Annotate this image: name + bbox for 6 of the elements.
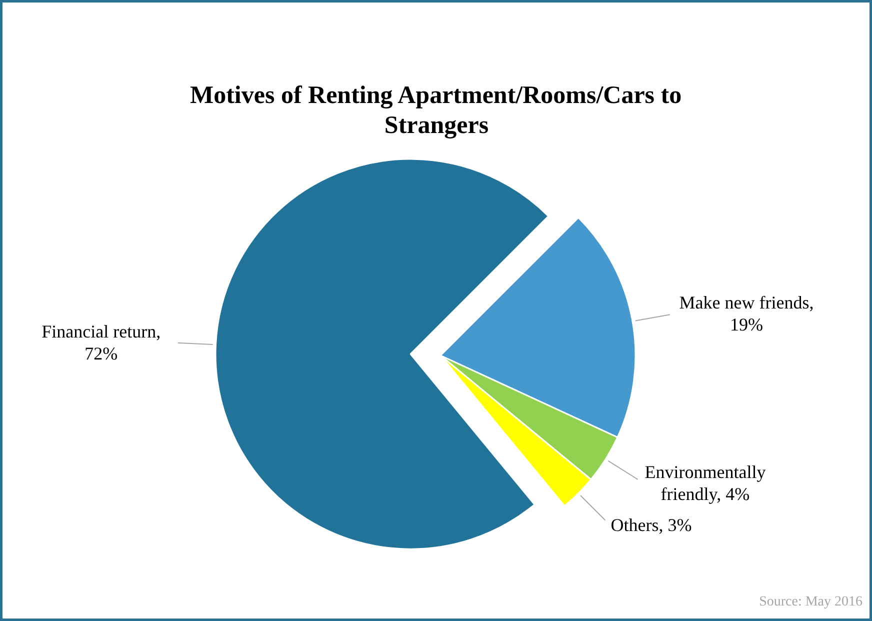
slice-label: Environmentally friendly, 4% xyxy=(644,462,766,504)
slice-label: Others, 3% xyxy=(610,515,692,536)
source-note: Source: May 2016 xyxy=(759,594,863,610)
slice-label: Financial return, 72% xyxy=(42,322,161,364)
chart-title: Motives of Renting Apartment/Rooms/Cars to Strangers xyxy=(190,82,682,139)
slice-label: Make new friends, 19% xyxy=(679,292,814,334)
